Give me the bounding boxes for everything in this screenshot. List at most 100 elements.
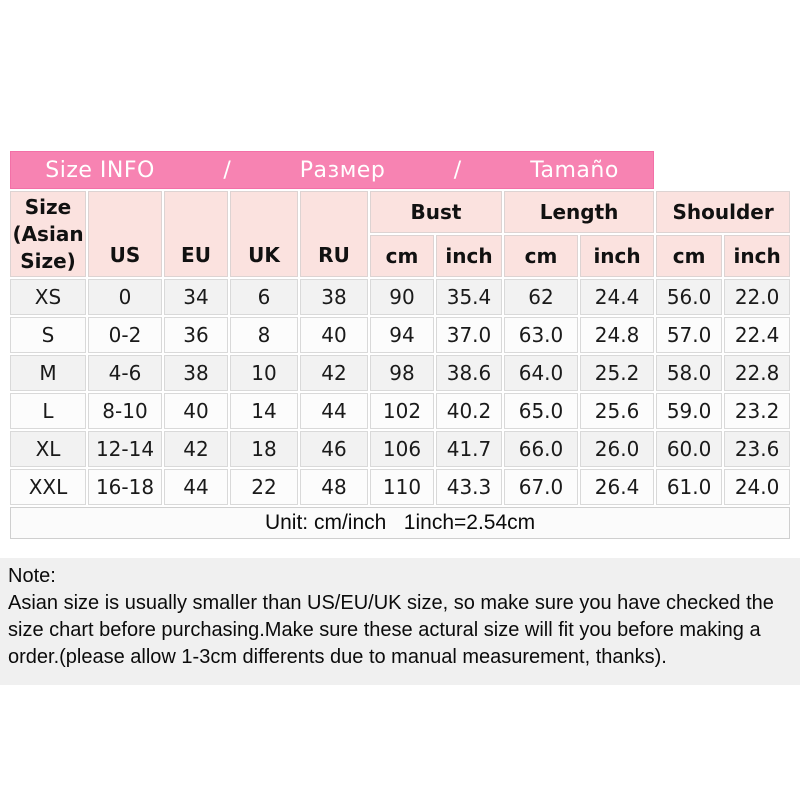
cell-eu: 44 — [164, 469, 228, 505]
cell-length-cm: 62 — [504, 279, 578, 315]
title-separator: / — [453, 157, 462, 183]
cell-us: 0 — [88, 279, 162, 315]
cell-shoulder-inch: 23.6 — [724, 431, 791, 467]
cell-bust-inch: 35.4 — [436, 279, 502, 315]
col-header-us: US — [88, 191, 162, 277]
cell-size: M — [10, 355, 86, 391]
title-spacer — [656, 151, 791, 189]
cell-bust-cm: 106 — [370, 431, 434, 467]
cell-size: XS — [10, 279, 86, 315]
cell-length-inch: 25.2 — [580, 355, 655, 391]
size-chart: Size INFO / Размер / Tamaño Size (Asian … — [8, 149, 793, 541]
subunit-header-row: cm inch cm inch cm inch — [10, 235, 791, 277]
cell-size: XXL — [10, 469, 86, 505]
cell-shoulder-cm: 61.0 — [656, 469, 723, 505]
cell-eu: 38 — [164, 355, 228, 391]
cell-bust-inch: 43.3 — [436, 469, 502, 505]
cell-shoulder-cm: 57.0 — [656, 317, 723, 353]
col-header-ru: RU — [300, 191, 368, 277]
subheader-shoulder-cm: cm — [656, 235, 723, 277]
subheader-bust-inch: inch — [436, 235, 502, 277]
cell-length-inch: 24.8 — [580, 317, 655, 353]
cell-ru: 38 — [300, 279, 368, 315]
cell-shoulder-cm: 56.0 — [656, 279, 723, 315]
note-label: Note: — [8, 565, 56, 587]
unit-row: Unit: cm/inch 1inch=2.54cm — [10, 507, 791, 539]
note-line: Asian size is usually smaller than US/EU… — [8, 592, 774, 614]
cell-us: 16-18 — [88, 469, 162, 505]
size-table: Size INFO / Размер / Tamaño Size (Asian … — [8, 149, 793, 541]
cell-uk: 10 — [230, 355, 298, 391]
subheader-length-inch: inch — [580, 235, 655, 277]
col-header-asian-size: Size (Asian Size) — [10, 191, 86, 277]
col-header-uk: UK — [230, 191, 298, 277]
cell-size: L — [10, 393, 86, 429]
note-section: Note: Asian size is usually smaller than… — [0, 558, 800, 685]
cell-uk: 22 — [230, 469, 298, 505]
note-line: order.(please allow 1-3cm differents due… — [8, 646, 667, 668]
cell-size: XL — [10, 431, 86, 467]
unit-note: Unit: cm/inch 1inch=2.54cm — [10, 507, 791, 539]
table-row: XS 0 34 6 38 90 35.4 62 24.4 56.0 22.0 — [10, 279, 791, 315]
cell-bust-inch: 37.0 — [436, 317, 502, 353]
cell-shoulder-inch: 22.8 — [724, 355, 791, 391]
cell-shoulder-inch: 23.2 — [724, 393, 791, 429]
cell-bust-cm: 98 — [370, 355, 434, 391]
title-separator: / — [223, 157, 232, 183]
cell-bust-inch: 40.2 — [436, 393, 502, 429]
cell-uk: 8 — [230, 317, 298, 353]
cell-eu: 42 — [164, 431, 228, 467]
cell-ru: 40 — [300, 317, 368, 353]
cell-bust-cm: 102 — [370, 393, 434, 429]
cell-shoulder-cm: 60.0 — [656, 431, 723, 467]
cell-us: 12-14 — [88, 431, 162, 467]
cell-bust-inch: 41.7 — [436, 431, 502, 467]
col-header-eu: EU — [164, 191, 228, 277]
cell-ru: 46 — [300, 431, 368, 467]
cell-length-inch: 24.4 — [580, 279, 655, 315]
subheader-bust-cm: cm — [370, 235, 434, 277]
title-part-ru: Размер — [299, 157, 386, 183]
cell-eu: 34 — [164, 279, 228, 315]
cell-ru: 42 — [300, 355, 368, 391]
cell-bust-cm: 90 — [370, 279, 434, 315]
table-row: M 4-6 38 10 42 98 38.6 64.0 25.2 58.0 22… — [10, 355, 791, 391]
cell-eu: 36 — [164, 317, 228, 353]
col-group-length: Length — [504, 191, 655, 233]
cell-length-cm: 64.0 — [504, 355, 578, 391]
cell-length-inch: 26.0 — [580, 431, 655, 467]
cell-length-cm: 63.0 — [504, 317, 578, 353]
table-row: XL 12-14 42 18 46 106 41.7 66.0 26.0 60.… — [10, 431, 791, 467]
cell-length-cm: 65.0 — [504, 393, 578, 429]
cell-size: S — [10, 317, 86, 353]
cell-uk: 6 — [230, 279, 298, 315]
cell-bust-inch: 38.6 — [436, 355, 502, 391]
title-bar: Size INFO / Размер / Tamaño — [10, 151, 655, 189]
cell-ru: 44 — [300, 393, 368, 429]
cell-shoulder-inch: 22.0 — [724, 279, 791, 315]
cell-length-inch: 26.4 — [580, 469, 655, 505]
cell-uk: 18 — [230, 431, 298, 467]
title-part-en: Size INFO — [45, 157, 155, 183]
table-row: S 0-2 36 8 40 94 37.0 63.0 24.8 57.0 22.… — [10, 317, 791, 353]
col-group-bust: Bust — [370, 191, 502, 233]
cell-length-inch: 25.6 — [580, 393, 655, 429]
table-row: XXL 16-18 44 22 48 110 43.3 67.0 26.4 61… — [10, 469, 791, 505]
title-row: Size INFO / Размер / Tamaño — [10, 151, 791, 189]
table-row: L 8-10 40 14 44 102 40.2 65.0 25.6 59.0 … — [10, 393, 791, 429]
cell-uk: 14 — [230, 393, 298, 429]
cell-bust-cm: 94 — [370, 317, 434, 353]
cell-us: 8-10 — [88, 393, 162, 429]
subheader-length-cm: cm — [504, 235, 578, 277]
group-header-row: Size (Asian Size) US EU UK RU Bust Lengt… — [10, 191, 791, 277]
cell-us: 4-6 — [88, 355, 162, 391]
cell-shoulder-cm: 59.0 — [656, 393, 723, 429]
cell-length-cm: 67.0 — [504, 469, 578, 505]
size-head-line: (Asian — [12, 221, 84, 246]
cell-shoulder-cm: 58.0 — [656, 355, 723, 391]
cell-length-cm: 66.0 — [504, 431, 578, 467]
size-head-line: Size) — [20, 248, 76, 273]
cell-shoulder-inch: 24.0 — [724, 469, 791, 505]
size-head-line: Size — [24, 194, 72, 219]
